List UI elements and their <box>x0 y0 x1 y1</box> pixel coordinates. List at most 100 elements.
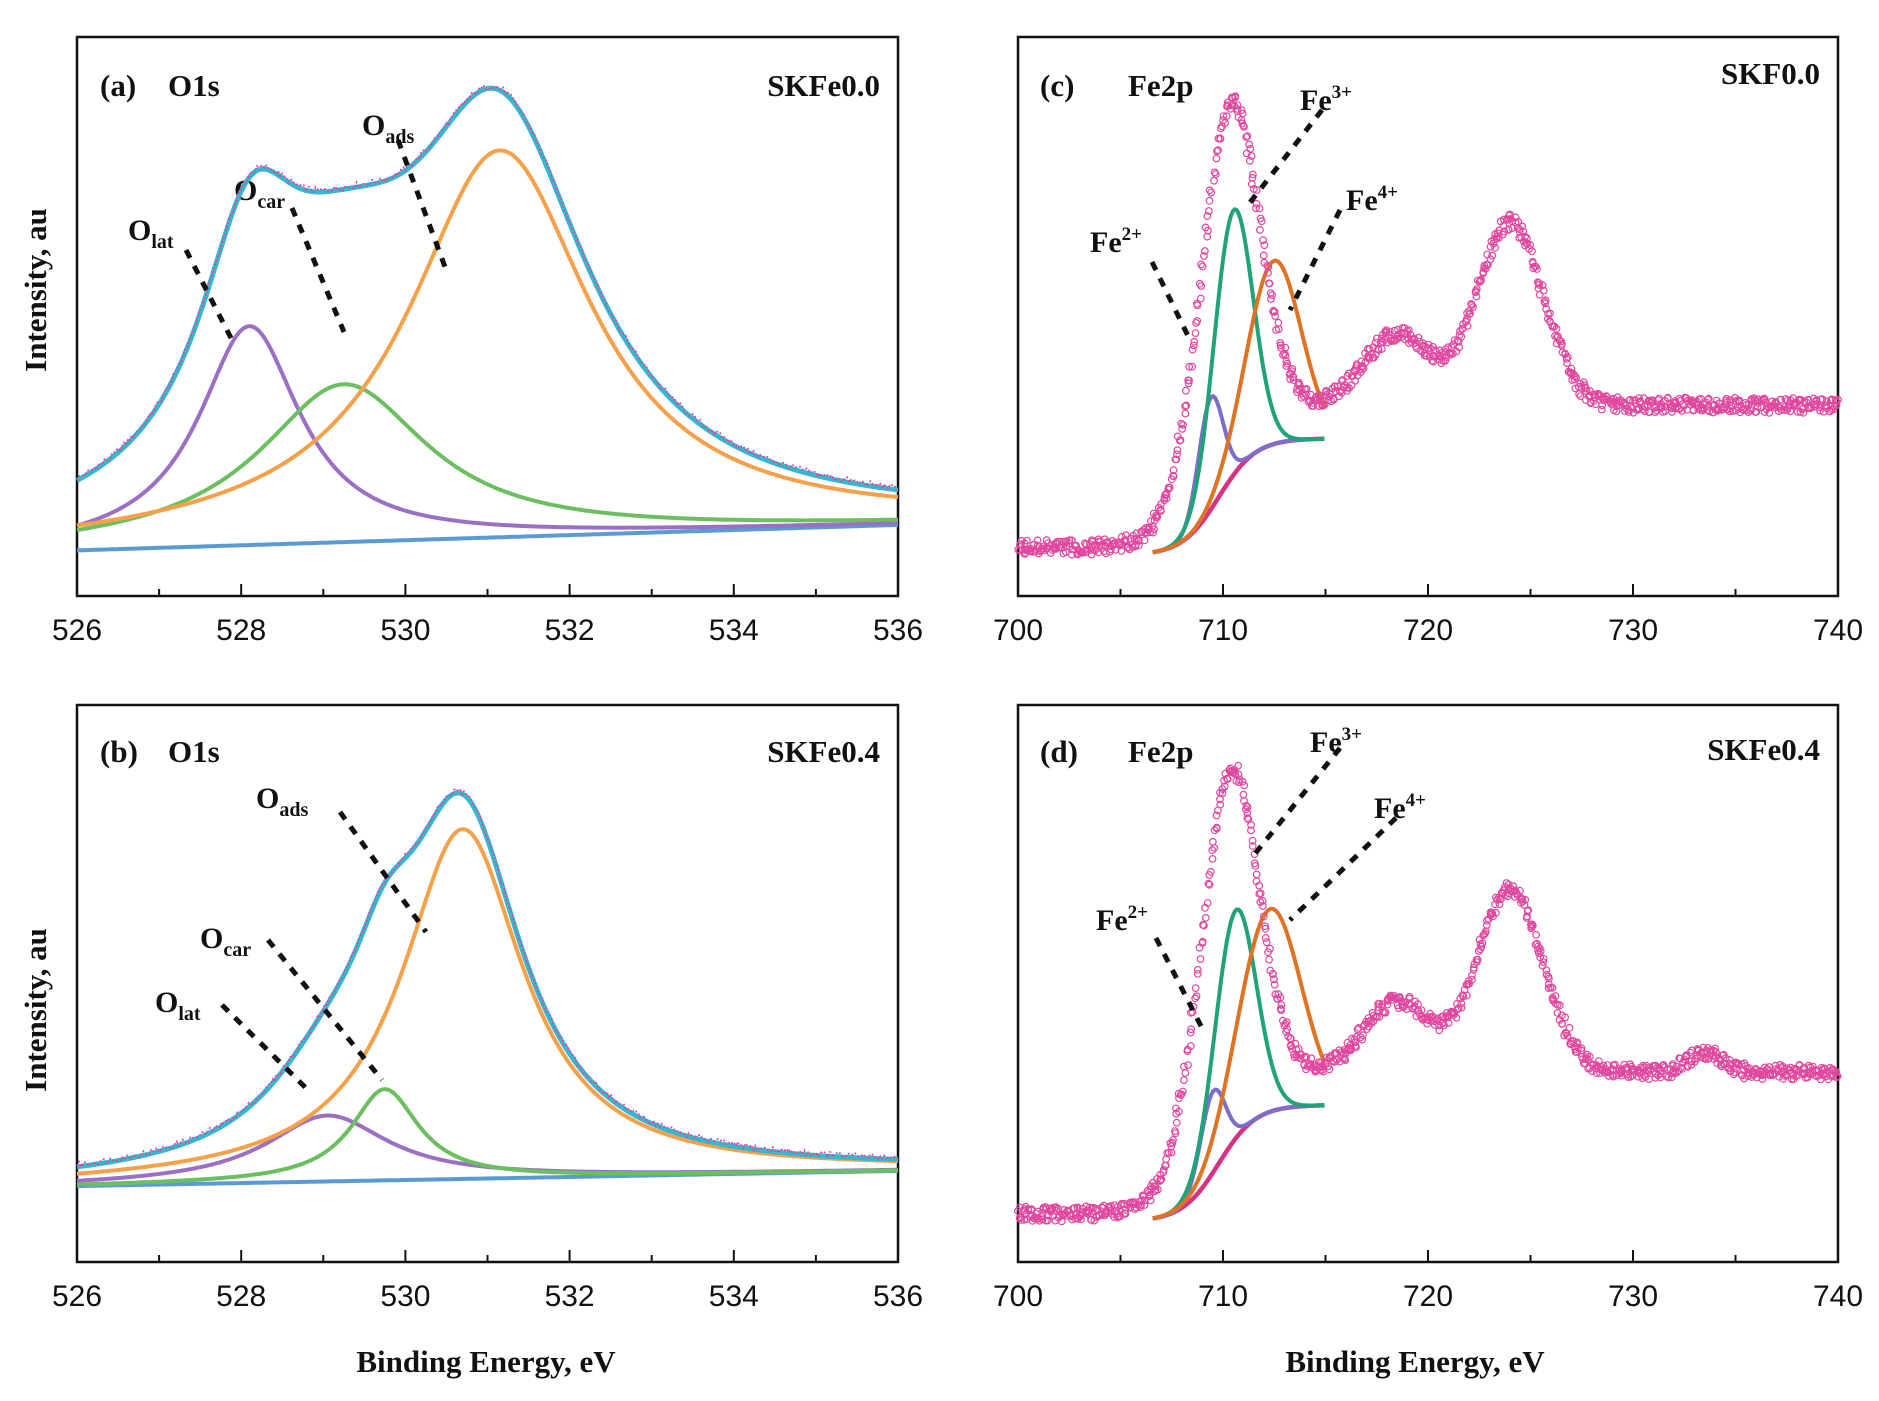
raw-data-point <box>1330 382 1339 391</box>
panel-label: (d) <box>1040 734 1078 769</box>
x-tick-label: 532 <box>545 614 595 647</box>
raw-data-point <box>1450 336 1459 345</box>
fe3-label: Fe3+ <box>1300 82 1352 117</box>
raw-data-point <box>1553 1009 1562 1017</box>
raw-data-point <box>1093 544 1101 553</box>
raw-data-point <box>1675 1054 1684 1062</box>
raw-data-point <box>1567 364 1576 373</box>
raw-data-point <box>1536 947 1545 955</box>
annotation-arrow <box>266 938 384 1082</box>
raw-data-point <box>1306 390 1315 399</box>
x-tick-label: 700 <box>993 1280 1043 1313</box>
panel-title: O1s <box>168 68 220 103</box>
raw-data-point <box>1533 265 1541 273</box>
raw-data-point <box>1161 1161 1170 1170</box>
x-axis-title-right: Binding Energy, eV <box>1285 1344 1545 1379</box>
raw-data-point <box>1193 970 1202 978</box>
raw-data-point <box>1072 541 1081 550</box>
raw-data-point <box>1499 886 1508 895</box>
background-line <box>76 522 899 553</box>
raw-data-point <box>1216 134 1225 143</box>
raw-data <box>76 787 899 1169</box>
raw-data-point <box>1834 395 1842 404</box>
raw-data-point <box>1257 217 1266 226</box>
raw-data-point <box>1282 1018 1291 1026</box>
raw-data-point <box>1219 112 1228 120</box>
raw-data-point <box>1740 1074 1748 1083</box>
raw-data-point <box>1322 1053 1331 1062</box>
fe2-label: Fe2+ <box>1090 224 1142 259</box>
raw-data-point <box>1179 1062 1188 1071</box>
annotation-arrow <box>1288 816 1398 922</box>
olat-label: Olat <box>128 214 174 253</box>
raw-data-point <box>1491 908 1500 917</box>
raw-data-point <box>1218 785 1227 793</box>
raw-data-point <box>1196 955 1205 963</box>
raw-data-point <box>1367 1019 1376 1027</box>
raw-data-point <box>1211 170 1220 179</box>
raw-data-point <box>1500 227 1509 236</box>
raw-data-point <box>1246 144 1255 153</box>
raw-data-point <box>1210 168 1219 177</box>
raw-data-point <box>1140 1196 1149 1205</box>
raw-data-point <box>1276 341 1285 350</box>
raw-data-point <box>1197 260 1205 269</box>
raw-data-point <box>1358 1035 1367 1044</box>
raw-data-point <box>1753 403 1762 411</box>
raw-data-point <box>1286 1034 1295 1043</box>
panel-c: (c) Fe2p SKF0.0 Fe2+ Fe3+ Fe4+ 700 710 720… <box>993 35 1863 647</box>
x-tick-label: 536 <box>873 1280 923 1313</box>
raw-data-point <box>1238 109 1247 118</box>
raw-data-point <box>1535 290 1544 299</box>
raw-data-point <box>1212 823 1221 832</box>
raw-data-point <box>1422 351 1431 360</box>
raw-data-point <box>1255 225 1264 234</box>
x-tick-label: 528 <box>216 614 266 647</box>
raw-data-point <box>1261 924 1270 933</box>
x-tick-label: 528 <box>216 1280 266 1313</box>
raw-data-point <box>1321 1058 1330 1067</box>
raw-data-point <box>1168 1138 1177 1147</box>
raw-data-point <box>1689 406 1698 415</box>
raw-data-point <box>1504 880 1513 889</box>
raw-data-point <box>1577 1046 1586 1055</box>
raw-data-point <box>1242 133 1251 141</box>
raw-data-point <box>1220 782 1229 791</box>
raw-data-point <box>1259 251 1268 260</box>
raw-data-point <box>1612 407 1621 416</box>
fit-o-car <box>76 1087 898 1187</box>
raw-data-point <box>1521 895 1530 904</box>
raw-data-point <box>1393 335 1402 343</box>
raw-data-point <box>1200 247 1209 255</box>
raw-data-point <box>1664 1073 1673 1082</box>
raw-data-point <box>1252 204 1260 213</box>
raw-data-point <box>1472 292 1481 301</box>
x-tick-label: 530 <box>380 614 430 647</box>
raw-data-point <box>1259 236 1267 245</box>
raw-data-point <box>1255 881 1264 890</box>
x-tick-label: 740 <box>1813 614 1863 647</box>
raw-data-point <box>1538 281 1547 290</box>
raw-data-point <box>1820 1064 1828 1073</box>
raw-data-point <box>1804 395 1813 404</box>
raw-data-point <box>1832 401 1841 410</box>
raw-data-point <box>1179 1076 1188 1084</box>
plot-frame <box>1016 703 1840 1264</box>
raw-data-point <box>1351 1038 1359 1047</box>
raw-data-point <box>1441 356 1450 365</box>
raw-data-point <box>1381 1008 1390 1017</box>
raw-data-point <box>1178 1087 1187 1096</box>
raw-data-point <box>1242 801 1251 810</box>
raw-data-point <box>1264 263 1273 271</box>
raw-data-point <box>1686 1048 1695 1057</box>
raw-data-point <box>1191 329 1200 338</box>
raw-data-point <box>1457 332 1466 341</box>
raw-data-point <box>1274 325 1283 334</box>
raw-data-point <box>1181 402 1189 411</box>
raw-data-point <box>1273 994 1281 1003</box>
raw-data-point <box>1520 901 1529 909</box>
raw-data-point <box>1192 319 1200 327</box>
raw-data-point <box>1186 1028 1195 1037</box>
raw-data-point <box>1509 882 1518 891</box>
x-tick-label: 536 <box>873 614 923 647</box>
